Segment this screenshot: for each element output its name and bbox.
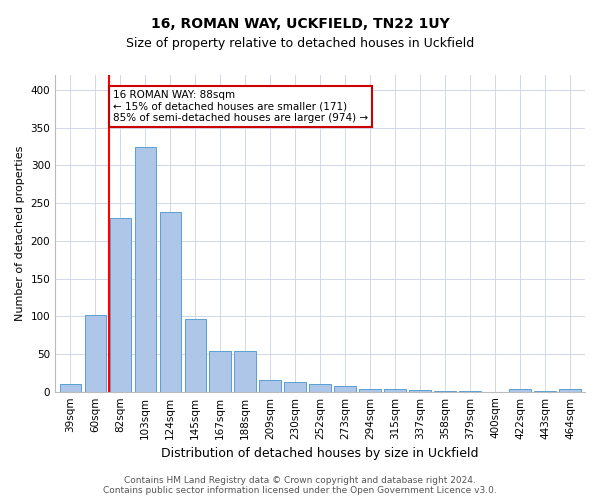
Bar (460, 391, 481, 392)
X-axis label: Distribution of detached houses by size in Uckfield: Distribution of detached houses by size … (161, 447, 479, 460)
Bar (284, 382, 306, 392)
Bar (509, 390, 530, 392)
Bar (160, 212, 181, 392)
Bar (185, 318, 206, 392)
Bar (310, 384, 331, 392)
Bar (110, 218, 131, 392)
Bar (209, 351, 231, 392)
Bar (85, 315, 106, 392)
Text: 16, ROMAN WAY, UCKFIELD, TN22 1UY: 16, ROMAN WAY, UCKFIELD, TN22 1UY (151, 18, 449, 32)
Bar (134, 146, 156, 392)
Bar (334, 386, 356, 392)
Y-axis label: Number of detached properties: Number of detached properties (15, 146, 25, 321)
Bar (359, 388, 380, 392)
Text: 16 ROMAN WAY: 88sqm
← 15% of detached houses are smaller (171)
85% of semi-detac: 16 ROMAN WAY: 88sqm ← 15% of detached ho… (113, 90, 368, 124)
Bar (434, 391, 455, 392)
Bar (535, 391, 556, 392)
Bar (59, 384, 81, 392)
Text: Size of property relative to detached houses in Uckfield: Size of property relative to detached ho… (126, 38, 474, 51)
Bar (235, 351, 256, 392)
Bar (559, 390, 581, 392)
Bar (409, 390, 431, 392)
Text: Contains HM Land Registry data © Crown copyright and database right 2024.
Contai: Contains HM Land Registry data © Crown c… (103, 476, 497, 495)
Bar (385, 388, 406, 392)
Bar (259, 380, 281, 392)
